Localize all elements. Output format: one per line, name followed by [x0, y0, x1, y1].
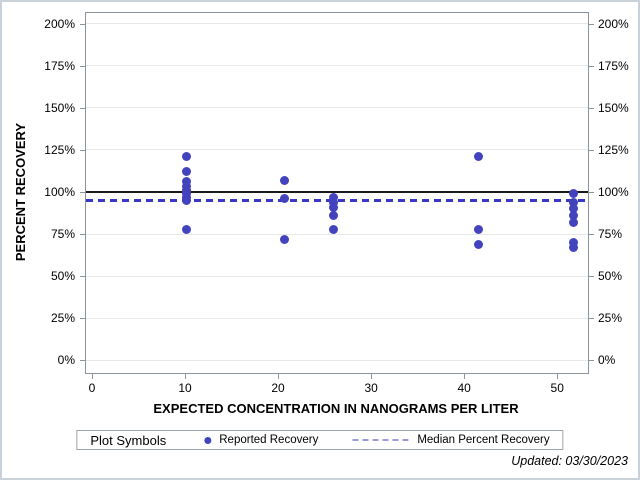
data-point [568, 237, 578, 247]
legend-item-reported-recovery: Reported Recovery [204, 434, 318, 446]
y-tick-label-left: 0% [57, 353, 75, 368]
y-gridline [86, 233, 588, 235]
y-tick-left [80, 107, 85, 109]
y-gridline [86, 317, 588, 319]
y-gridline [86, 65, 588, 67]
y-gridline [86, 107, 588, 109]
y-tick-left [80, 276, 85, 278]
x-tick-label: 20 [271, 381, 285, 395]
data-point [182, 224, 192, 234]
data-point [329, 211, 339, 221]
x-tick [557, 374, 559, 379]
y-gridline [86, 23, 588, 25]
data-point [568, 197, 578, 207]
y-tick-right [589, 360, 594, 362]
x-tick-label: 10 [178, 381, 192, 395]
y-tick-label-left: 175% [44, 58, 75, 73]
y-tick-right [589, 107, 594, 109]
x-tick [371, 374, 373, 379]
y-tick-label-left: 100% [44, 185, 75, 199]
data-point [329, 224, 339, 234]
data-point [568, 243, 578, 252]
y-tick-label-right: 175% [598, 58, 629, 73]
data-point [473, 239, 483, 249]
y-tick-label-left: 50% [50, 269, 75, 284]
y-tick-label-left: 200% [44, 16, 75, 31]
y-tick-right [589, 23, 594, 25]
data-point [329, 202, 339, 212]
reported-recovery-dot-icon [204, 436, 212, 444]
y-tick-label-right: 75% [598, 227, 623, 242]
y-tick-right [589, 192, 594, 193]
y-tick-right [589, 276, 594, 278]
y-tick-label-left: 25% [50, 311, 75, 326]
legend-item-median-recovery: Median Percent Recovery [352, 434, 550, 446]
data-point [329, 192, 339, 202]
y-tick-right [589, 65, 594, 67]
data-point [280, 234, 290, 244]
plot-frame [85, 12, 589, 374]
x-tick [464, 374, 466, 379]
x-tick-label: 50 [550, 381, 564, 395]
y-tick-left [80, 234, 85, 236]
median-dashed-line-icon [352, 439, 409, 441]
y-tick-label-left: 125% [44, 142, 75, 157]
y-tick-right [589, 318, 594, 320]
data-point [568, 211, 578, 221]
y-tick-left [80, 65, 85, 67]
y-gridline [86, 149, 588, 151]
legend-item-label: Reported Recovery [219, 434, 319, 446]
data-point [568, 189, 578, 199]
data-point [182, 167, 192, 177]
legend-item-label: Median Percent Recovery [417, 434, 550, 446]
y-axis-title: PERCENT RECOVERY [13, 122, 28, 262]
data-point [329, 197, 339, 207]
x-tick [91, 374, 93, 379]
x-tick-label: 0 [88, 381, 96, 395]
chart-legend: Plot Symbols Reported Recovery Median Pe… [76, 430, 564, 450]
x-tick-label: 30 [364, 381, 378, 395]
y-tick-label-right: 100% [598, 185, 629, 199]
y-tick-right [589, 234, 594, 236]
y-tick-left [80, 318, 85, 320]
y-tick-label-right: 50% [598, 269, 623, 284]
y-tick-left [80, 360, 85, 362]
100-percent-reference-line [86, 191, 588, 193]
y-tick-label-right: 125% [598, 142, 629, 157]
y-gridline [86, 359, 588, 361]
data-point [182, 152, 192, 162]
x-tick-label: 40 [457, 381, 471, 395]
x-axis-title: EXPECTED CONCENTRATION IN NANOGRAMS PER … [153, 401, 519, 416]
updated-date-note: Updated: 03/30/2023 [511, 454, 628, 468]
data-point [473, 152, 483, 162]
data-point [473, 224, 483, 234]
y-tick-label-right: 0% [598, 353, 616, 368]
y-tick-label-right: 25% [598, 311, 623, 326]
y-tick-right [589, 149, 594, 151]
y-tick-left [80, 192, 85, 193]
data-point [280, 175, 290, 185]
data-point [182, 195, 192, 205]
y-gridline [86, 275, 588, 277]
y-tick-label-left: 75% [50, 227, 75, 242]
y-tick-left [80, 149, 85, 151]
data-point [280, 194, 290, 204]
y-tick-label-right: 200% [598, 16, 629, 31]
y-tick-label-left: 150% [44, 100, 75, 115]
data-point [568, 204, 578, 214]
x-tick [278, 374, 280, 379]
data-point [568, 217, 578, 227]
x-tick [185, 374, 187, 379]
legend-title: Plot Symbols [90, 432, 167, 448]
y-tick-left [80, 23, 85, 25]
data-point [182, 177, 192, 187]
y-tick-label-right: 150% [598, 100, 629, 115]
